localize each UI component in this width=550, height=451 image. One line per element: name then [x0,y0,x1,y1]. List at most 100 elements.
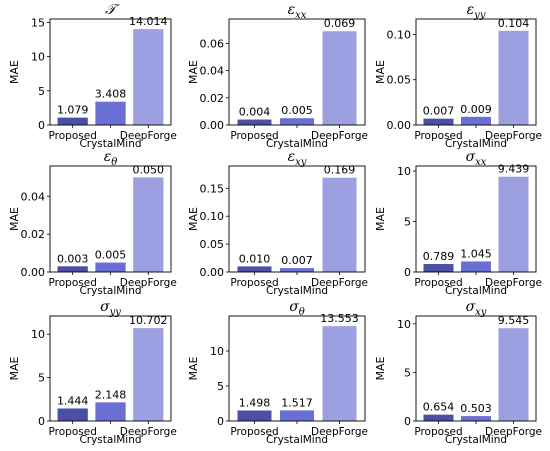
panel-title: εθ [104,149,118,168]
category-label: DeepForge [311,130,368,142]
axes-frame [228,165,366,273]
y-axis-label: MAE [374,207,387,231]
y-tick-label: 5 [38,372,45,385]
y-tick-label: 10 [397,318,411,331]
bar-crystalmind [95,101,126,125]
value-label: 1.045 [460,247,492,260]
bar-crystalmind [95,402,126,421]
panel-title: 𝒯 [105,2,120,18]
bar-crystalmind [280,268,314,272]
y-tick-label: 5 [38,85,45,98]
y-tick-label: 0.02 [200,92,225,105]
value-label: 3.408 [95,88,127,101]
value-label: 1.079 [57,104,89,117]
value-label: 0.169 [324,164,356,177]
value-label: 13.553 [320,312,359,325]
bar-crystalmind [95,262,126,272]
value-label: 0.004 [239,106,271,119]
y-axis-label: MAE [187,207,200,231]
axes-frame [415,165,537,273]
axes-frame [49,315,172,422]
value-label: 1.444 [57,394,89,407]
panel-title: σxx [466,149,487,168]
category-label: Proposed [414,426,462,438]
category-label: DeepForge [120,130,177,142]
bar-proposed [57,408,88,421]
bar-proposed [423,414,454,421]
value-label: 1.517 [281,396,313,409]
value-label: 0.005 [95,249,127,262]
y-axis-label: MAE [8,356,21,380]
axes-frame [228,315,366,422]
y-tick-label: 0 [38,415,45,428]
bar-deepforge [133,29,164,125]
y-axis-label: MAE [8,207,21,231]
category-label: Proposed [49,130,97,142]
y-axis-label: MAE [187,356,200,380]
y-tick-label: 0.04 [200,65,225,78]
value-label: 0.654 [423,401,455,414]
panel-title: εxx [288,2,307,21]
bar-deepforge [498,176,529,272]
y-tick-label: 0 [404,415,411,428]
y-tick-label: 10 [210,345,224,358]
bar-deepforge [322,177,357,272]
y-axis-label: MAE [8,60,21,84]
category-label: Proposed [414,130,462,142]
bar-crystalmind [461,116,491,125]
bar-proposed [237,119,272,125]
axes-frame [49,165,172,273]
value-label: 9.545 [498,314,530,327]
bar-deepforge [498,328,529,421]
y-tick-label: 0 [404,266,411,279]
category-label: Proposed [49,277,97,289]
value-label: 0.007 [281,254,313,267]
axes-frame [49,18,172,126]
y-tick-label: 0.15 [200,182,225,195]
panel-2: 0.004 Proposed 0.005 CrystalMind 0.069 DeepFo… [187,2,368,150]
y-tick-label: 0 [38,119,45,132]
category-label: CrystalMind [266,434,328,446]
value-label: 10.702 [129,314,168,327]
value-label: 0.503 [460,402,492,415]
category-label: CrystalMind [79,285,141,297]
category-label: Proposed [230,130,278,142]
bar-proposed [57,117,88,125]
value-label: 0.104 [498,17,530,30]
panel-9: 0.654 Proposed 0.503 CrystalMind 9.545 DeepFo… [374,299,542,446]
y-tick-label: 5 [404,216,411,229]
category-label: CrystalMind [266,138,328,150]
axes-frame [415,315,537,422]
y-tick-label: 0.04 [21,190,46,203]
value-label: 0.009 [460,103,492,116]
y-tick-label: 0.10 [387,28,412,41]
bar-crystalmind [461,261,491,272]
bar-proposed [423,264,454,272]
y-tick-label: 15 [31,16,45,29]
bar-proposed [237,266,272,272]
y-axis-label: MAE [374,60,387,84]
y-tick-label: 0.05 [200,238,225,251]
y-tick-label: 0 [217,415,224,428]
y-tick-label: 0.10 [200,210,225,223]
bar-deepforge [498,30,529,126]
category-label: DeepForge [120,426,177,438]
category-label: CrystalMind [79,138,141,150]
panel-6: 0.789 Proposed 1.045 CrystalMind 9.439 DeepFo… [374,149,542,297]
y-tick-label: 0.06 [200,37,225,50]
value-label: 0.005 [281,104,313,117]
category-label: CrystalMind [79,434,141,446]
axes-frame [228,18,366,126]
y-tick-label: 0.00 [200,119,225,132]
y-tick-label: 5 [404,366,411,379]
y-axis-label: MAE [187,60,200,84]
category-label: CrystalMind [445,434,507,446]
y-tick-label: 0.00 [21,266,46,279]
panel-title: σθ [289,299,305,318]
value-label: 0.050 [133,163,165,176]
bar-deepforge [133,328,164,421]
bar-deepforge [322,326,357,421]
panel-title: σyy [100,299,121,318]
category-label: DeepForge [485,426,542,438]
